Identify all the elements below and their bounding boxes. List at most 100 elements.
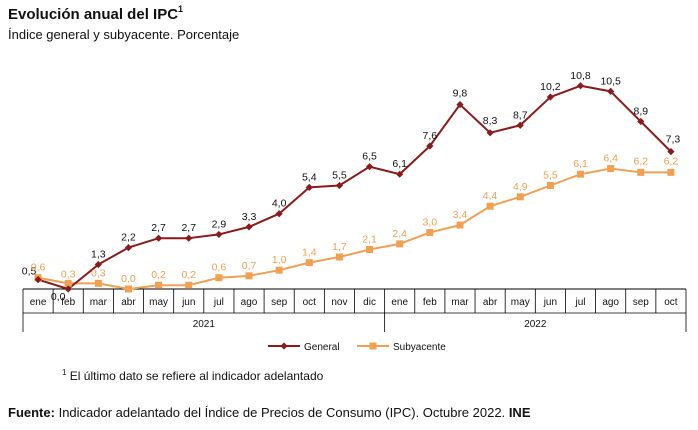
- data-point-general: [486, 129, 494, 137]
- data-point-general: [396, 170, 404, 178]
- data-point-general: [94, 260, 102, 269]
- year-label: 2021: [193, 319, 216, 330]
- data-label-general: 8,9: [633, 106, 648, 118]
- data-label-general: 6,5: [362, 151, 377, 163]
- x-tick-label: may: [149, 297, 168, 308]
- source-org: INE: [508, 405, 531, 420]
- data-point-subyacente: [185, 281, 193, 289]
- x-tick-label: may: [511, 297, 530, 308]
- series-lines: [37, 84, 672, 290]
- data-label-subyacente: 1,0: [272, 254, 287, 266]
- data-point-general: [546, 93, 554, 101]
- legend-marker-general: [280, 342, 288, 350]
- title-footnote-mark: 1: [178, 4, 184, 14]
- data-point-subyacente: [124, 285, 132, 293]
- data-label-subyacente: 0,7: [242, 260, 257, 272]
- data-label-general: 10,5: [600, 75, 621, 87]
- data-label-general: 5,4: [302, 171, 317, 183]
- data-point-general: [637, 117, 645, 126]
- data-label-general: 5,5: [332, 170, 347, 182]
- data-point-subyacente: [215, 274, 223, 282]
- x-tick-label: ago: [241, 297, 258, 308]
- data-label-general: 2,7: [151, 222, 166, 234]
- data-point-general: [34, 275, 42, 284]
- x-tick-label: feb: [61, 297, 75, 308]
- data-label-general: 0,0: [51, 291, 66, 303]
- data-point-general: [607, 87, 615, 96]
- x-tick-label: mar: [451, 297, 469, 308]
- x-tick-label: ene: [391, 297, 408, 308]
- data-label-subyacente: 0,0: [121, 273, 136, 285]
- data-label-subyacente: 2,4: [392, 228, 407, 240]
- data-label-general: 7,6: [423, 130, 438, 142]
- data-point-general: [64, 285, 72, 293]
- data-label-subyacente: 0,2: [151, 269, 166, 281]
- data-point-subyacente: [456, 221, 464, 229]
- data-label-subyacente: 4,4: [483, 190, 498, 202]
- source-label: Fuente:: [8, 405, 55, 420]
- data-point-general: [155, 234, 163, 242]
- data-point-subyacente: [546, 182, 554, 189]
- x-tick-label: sep: [633, 297, 650, 308]
- x-tick-label: jun: [543, 297, 557, 308]
- data-label-subyacente: 1,7: [332, 241, 347, 253]
- data-label-subyacente: 6,4: [603, 153, 618, 165]
- data-point-general: [185, 234, 193, 242]
- data-label-general: 3,3: [242, 211, 257, 223]
- data-point-general: [426, 142, 434, 150]
- x-tick-label: ago: [602, 297, 619, 308]
- data-point-subyacente: [94, 279, 102, 287]
- series-markers: [34, 82, 675, 293]
- data-point-general: [456, 100, 464, 109]
- source-text: Indicador adelantado del Índice de Preci…: [58, 405, 506, 420]
- data-label-general: 10,8: [570, 70, 591, 82]
- series-line-subyacente: [37, 167, 671, 290]
- chart-title: Evolución anual del IPC1: [8, 4, 184, 23]
- x-tick-label: jun: [181, 297, 195, 308]
- data-point-subyacente: [516, 193, 524, 201]
- data-label-general: 9,8: [453, 88, 468, 100]
- data-point-general: [516, 121, 524, 129]
- data-point-general: [576, 82, 585, 90]
- data-label-general: 2,7: [181, 222, 196, 234]
- data-point-subyacente: [275, 266, 283, 274]
- year-label: 2022: [524, 319, 547, 330]
- data-point-subyacente: [637, 168, 645, 176]
- data-label-subyacente: 0,6: [212, 262, 227, 274]
- data-point-general: [215, 230, 223, 239]
- x-tick-label: abr: [121, 297, 136, 308]
- data-label-general: 8,3: [483, 115, 498, 127]
- data-label-general: 2,9: [212, 218, 227, 230]
- data-label-subyacente: 1,4: [302, 247, 317, 259]
- x-tick-label: ene: [30, 297, 47, 308]
- legend-label-subyacente: Subyacente: [393, 342, 446, 353]
- data-label-general: 8,7: [513, 109, 528, 121]
- data-label-general: 2,2: [121, 232, 136, 244]
- x-tick-label: nov: [331, 297, 347, 308]
- x-tick-label: oct: [303, 297, 317, 308]
- data-point-subyacente: [607, 165, 615, 173]
- data-label-general: 10,2: [540, 81, 561, 93]
- x-tick-label: jul: [213, 297, 224, 308]
- x-tick-label: mar: [90, 297, 108, 308]
- x-tick-label: sep: [271, 297, 288, 308]
- x-axis: ene feb mar abr may jun jul ago sep oct nov dic ene f…: [22, 288, 687, 332]
- data-label-subyacente: 4,9: [513, 181, 528, 193]
- data-point-general: [124, 244, 133, 252]
- data-label-general: 4,0: [272, 198, 287, 210]
- data-label-general: 7,3: [666, 134, 681, 146]
- data-point-subyacente: [667, 168, 675, 176]
- x-tick-label: oct: [664, 297, 678, 308]
- data-point-general: [305, 183, 313, 191]
- data-point-subyacente: [335, 253, 343, 261]
- data-point-general: [245, 223, 253, 231]
- data-label-subyacente: 2,1: [362, 233, 377, 245]
- data-point-subyacente: [245, 272, 253, 280]
- data-label-general: 0,5: [22, 266, 37, 278]
- source-line: Fuente: Indicador adelantado del Índice …: [8, 405, 530, 420]
- data-point-general: [667, 148, 675, 156]
- data-label-subyacente: 0,2: [181, 269, 196, 281]
- data-point-subyacente: [396, 240, 404, 248]
- x-tick-label: dic: [363, 297, 376, 308]
